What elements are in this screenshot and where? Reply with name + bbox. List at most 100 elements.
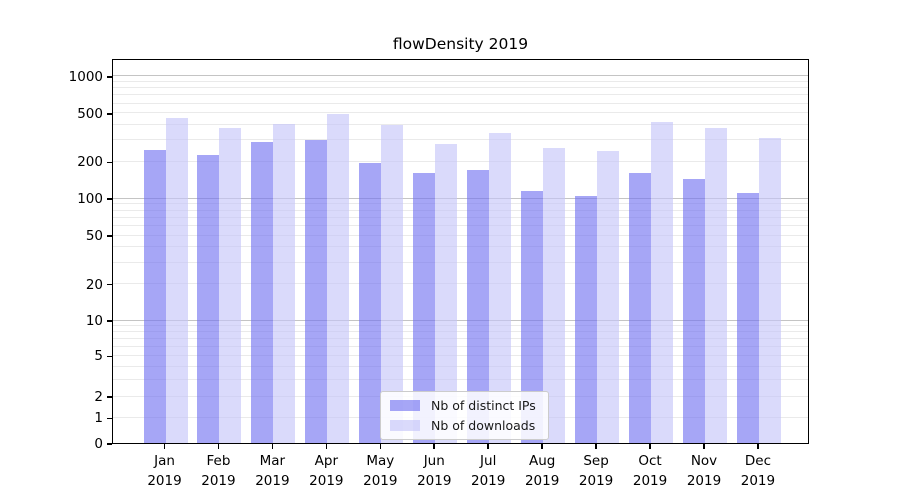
y-tick (107, 198, 112, 201)
y-tick (107, 443, 112, 445)
x-tick-label: Jul 2019 (471, 453, 506, 489)
gridline-minor (113, 203, 808, 205)
bar-downloads-may (381, 125, 404, 443)
y-tick-label: 10 (85, 313, 103, 330)
gridline-minor (113, 94, 808, 96)
x-tick-label: Dec 2019 (740, 453, 776, 489)
gridline-major (113, 197, 808, 199)
gridline-minor (113, 345, 808, 347)
plot-area (112, 59, 809, 444)
gridline-minor (113, 209, 808, 211)
gridline-minor (113, 224, 808, 226)
y-tick-label: 200 (77, 154, 103, 171)
x-tick-label: Mar 2019 (255, 453, 290, 489)
bar-ips-feb (197, 155, 220, 443)
legend-item-ips: Nb of distinct IPs (390, 398, 536, 413)
gridline-major (113, 319, 808, 321)
x-tick-label: Aug 2019 (524, 453, 560, 489)
gridline-minor (113, 234, 808, 236)
x-tick-label: Nov 2019 (686, 453, 722, 489)
bar-ips-dec (736, 193, 759, 443)
x-tick (595, 444, 597, 449)
y-tick-label: 1 (94, 410, 103, 427)
y-tick (107, 283, 112, 286)
y-tick (107, 235, 112, 237)
gridline-minor (113, 261, 808, 263)
gridline-minor (113, 139, 808, 141)
legend: Nb of distinct IPs Nb of downloads (380, 391, 549, 440)
legend-label-ips: Nb of distinct IPs (431, 398, 536, 413)
x-tick (217, 444, 220, 449)
bar-downloads-nov (705, 128, 727, 443)
bar-ips-apr (305, 139, 328, 443)
gridline-minor (113, 102, 808, 104)
y-tick-label: 20 (85, 276, 103, 293)
gridline-minor (113, 87, 808, 89)
legend-swatch-ips-icon (390, 400, 420, 411)
x-tick-label: Feb 2019 (201, 453, 236, 489)
y-tick (107, 76, 112, 78)
gridline-minor (113, 80, 808, 82)
gridline-minor (113, 365, 808, 367)
y-tick-label: 1000 (68, 68, 103, 85)
x-tick (325, 444, 328, 449)
x-tick-label: Jan 2019 (147, 453, 182, 489)
chart-title: flowDensity 2019 (392, 35, 529, 53)
x-tick-label: Jun 2019 (417, 453, 452, 489)
x-tick-label: Apr 2019 (309, 453, 344, 489)
bar-ips-may (359, 162, 382, 443)
legend-item-downloads: Nb of downloads (390, 418, 536, 433)
y-tick (107, 320, 112, 322)
bar-ips-mar (251, 141, 274, 443)
legend-swatch-downloads-icon (390, 420, 420, 431)
bar-downloads-sep (597, 150, 620, 443)
gridline-minor (113, 338, 808, 340)
x-tick-label: Oct 2019 (632, 453, 668, 489)
x-tick (487, 444, 489, 449)
gridline-minor (113, 354, 808, 356)
gridline-minor (113, 160, 808, 162)
gridline-minor (113, 246, 808, 248)
bar-ips-jan (143, 149, 166, 443)
bar-ips-jun (413, 173, 436, 443)
x-tick-label: May 2019 (363, 453, 398, 489)
x-tick (703, 444, 705, 449)
y-tick (107, 355, 112, 358)
x-tick (379, 444, 382, 449)
bar-downloads-oct (651, 122, 674, 443)
y-tick (107, 396, 112, 398)
gridline-minor (113, 331, 808, 333)
bar-ips-nov (683, 178, 705, 443)
gridline-minor (113, 124, 808, 126)
bar-downloads-apr (327, 114, 350, 443)
y-tick-label: 50 (85, 228, 103, 245)
legend-label-downloads: Nb of downloads (431, 418, 536, 433)
x-tick (541, 444, 543, 449)
y-tick (107, 112, 112, 115)
bar-downloads-jul (489, 133, 512, 443)
bar-downloads-feb (219, 128, 242, 443)
bar-ips-sep (575, 195, 598, 443)
bar-ips-oct (629, 173, 652, 443)
x-tick (757, 444, 759, 449)
x-tick-label: Sep 2019 (578, 453, 614, 489)
x-tick (433, 444, 436, 449)
bar-ips-jul (467, 170, 490, 443)
gridline-minor (113, 112, 808, 114)
x-tick (649, 444, 651, 449)
bar-downloads-mar (273, 123, 296, 443)
bar-downloads-jan (165, 118, 188, 443)
bar-downloads-aug (543, 147, 566, 443)
y-tick (107, 417, 112, 420)
y-tick-label: 500 (77, 105, 103, 122)
bar-downloads-jun (435, 143, 458, 443)
bar-ips-aug (521, 190, 544, 443)
gridline-minor (113, 283, 808, 285)
x-tick (163, 444, 166, 449)
bar-downloads-dec (758, 138, 781, 443)
gridline-minor (113, 325, 808, 327)
y-tick-label: 100 (77, 191, 103, 208)
y-tick-label: 5 (94, 348, 103, 365)
y-tick-label: 0 (94, 436, 103, 452)
